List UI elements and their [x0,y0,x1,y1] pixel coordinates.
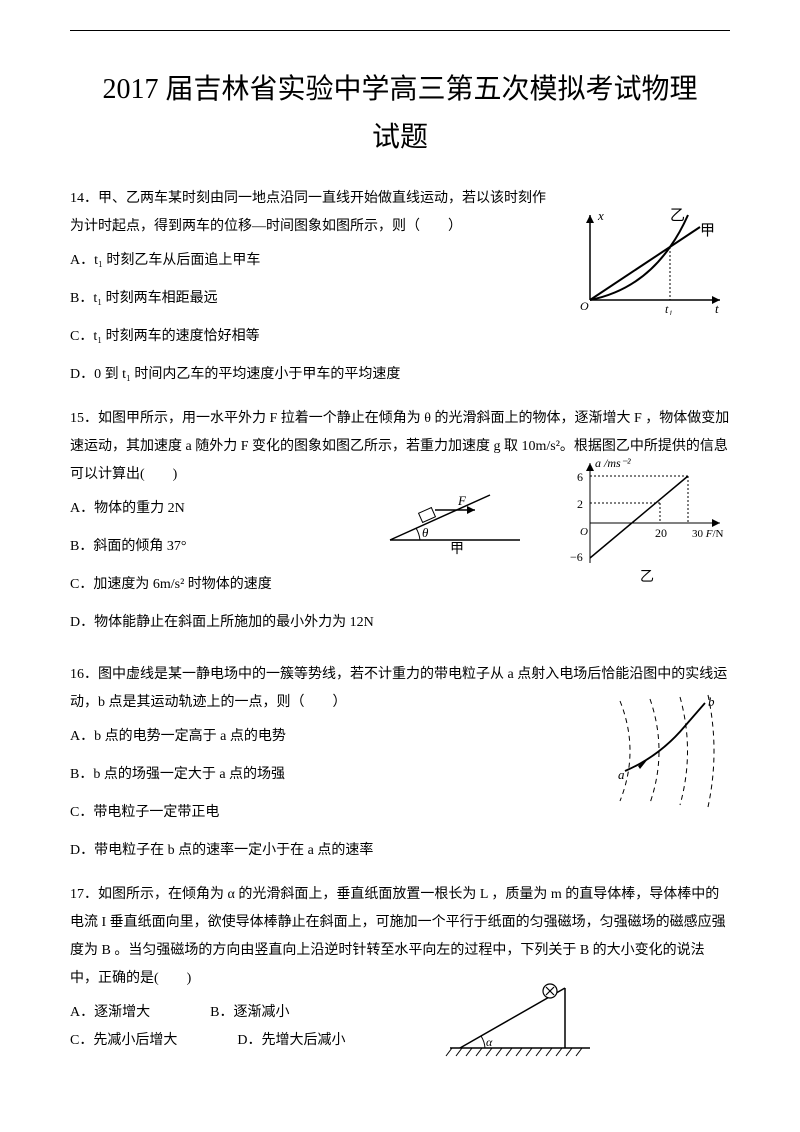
svg-text:2: 2 [577,497,583,511]
page-title-line1: 2017 届吉林省实验中学高三第五次模拟考试物理 [70,70,730,109]
q17-stem: 17．如图所示，在倾角为 α 的光滑斜面上，垂直纸面放置一根长为 L ，质量为 … [70,881,730,993]
q17-opt-d: D．先增大后减小 [237,1027,345,1055]
q17-opt-a: A．逐渐增大 [70,999,150,1027]
svg-text:O: O [580,526,588,538]
q15-graph-ylabel: a /ms⁻² [595,456,631,470]
svg-text:θ: θ [422,525,429,540]
svg-text:20: 20 [655,526,667,540]
svg-text:−6: −6 [570,550,583,564]
q14-opt-d: D．0 到 t₁ 时间内乙车的平均速度小于甲车的平均速度 [70,361,730,389]
question-14: 14．甲、乙两车某时刻由同一地点沿同一直线开始做直线运动，若以该时刻作为计时起点… [70,185,730,389]
q14-x-label: t [715,301,719,315]
q16-label-b: b [708,694,715,709]
question-17: 17．如图所示，在倾角为 α 的光滑斜面上，垂直纸面放置一根长为 L ，质量为 … [70,881,730,1055]
q16-opt-d: D．带电粒子在 b 点的速率一定小于在 a 点的速率 [70,837,730,865]
q15-incline-diagram: θ F 甲 [380,475,530,555]
q17-opt-b: B．逐渐减小 [210,999,289,1027]
q15-right-label: 乙 [640,569,654,583]
svg-text:F: F [457,493,467,508]
q15-opt-d: D．物体能静止在斜面上所施加的最小外力为 12N [70,609,730,637]
page-title-line2: 试题 [70,115,730,155]
question-15: 15．如图甲所示，用一水平外力 F 拉着一个静止在倾角为 θ 的光滑斜面上的物体… [70,405,730,637]
q15-left-label: 甲 [450,542,464,555]
q17-angle: α [486,1035,493,1049]
top-rule [70,30,730,31]
q14-opt-c: C．t₁ 时刻两车的速度恰好相等 [70,323,730,351]
svg-text:O: O [580,299,589,313]
q14-curve-jia: 甲 [700,223,715,239]
q16-field-diagram: a b [590,691,730,811]
q16-label-a: a [618,767,625,782]
svg-text:6: 6 [577,470,583,484]
q14-graph: x t O 乙 甲 t₁ [570,205,730,315]
q15-graph-xlabel: 30 F/N [692,528,724,540]
q15-graph: a /ms⁻² 30 F/N 6 2 −6 20 O 乙 [560,453,730,583]
q17-opt-c: C．先减小后增大 [70,1027,177,1055]
q17-incline-diagram: α [440,973,600,1063]
q14-y-label: x [597,208,604,223]
q14-t1: t₁ [665,302,673,315]
q14-curve-yi: 乙 [670,208,685,224]
question-16: 16．图中虚线是某一静电场中的一簇等势线，若不计重力的带电粒子从 a 点射入电场… [70,661,730,865]
